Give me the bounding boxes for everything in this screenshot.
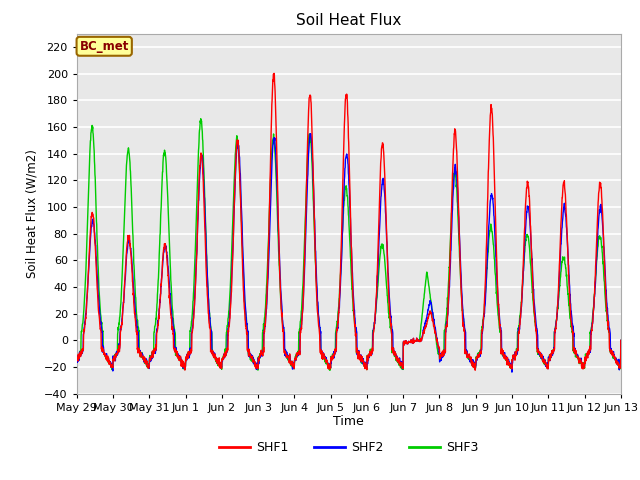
Line: SHF1: SHF1 [77, 73, 621, 370]
SHF2 [507, 362, 515, 368]
SHF1 [365, 351, 372, 357]
Line: SHF3: SHF3 [77, 119, 621, 370]
SHF2 [365, 352, 372, 358]
Legend: SHF1, SHF2, SHF3: SHF1, SHF2, SHF3 [214, 436, 484, 459]
SHF1 [471, 367, 479, 373]
Line: SHF2: SHF2 [77, 133, 621, 372]
SHF3 [365, 352, 372, 358]
SHF1 [584, 348, 592, 354]
SHF2 [225, 324, 232, 330]
X-axis label: Time: Time [333, 415, 364, 429]
SHF2 [307, 131, 314, 136]
SHF3 [617, 337, 625, 343]
SHF3 [73, 354, 81, 360]
SHF3 [326, 367, 334, 373]
SHF3 [584, 349, 592, 355]
SHF1 [508, 365, 515, 371]
Y-axis label: Soil Heat Flux (W/m2): Soil Heat Flux (W/m2) [26, 149, 38, 278]
SHF2 [617, 337, 625, 343]
SHF1 [570, 346, 577, 351]
SHF1 [73, 355, 81, 361]
SHF3 [197, 116, 205, 121]
SHF2 [73, 359, 81, 364]
SHF1 [376, 169, 384, 175]
SHF1 [617, 337, 625, 343]
SHF3 [508, 364, 515, 370]
SHF2 [508, 369, 516, 375]
SHF3 [570, 347, 577, 352]
SHF1 [270, 71, 278, 76]
SHF3 [377, 247, 385, 253]
SHF2 [584, 349, 592, 355]
SHF3 [225, 308, 232, 314]
Text: BC_met: BC_met [79, 40, 129, 53]
SHF2 [376, 205, 384, 211]
SHF1 [225, 329, 232, 335]
SHF2 [570, 324, 577, 329]
Title: Soil Heat Flux: Soil Heat Flux [296, 13, 401, 28]
